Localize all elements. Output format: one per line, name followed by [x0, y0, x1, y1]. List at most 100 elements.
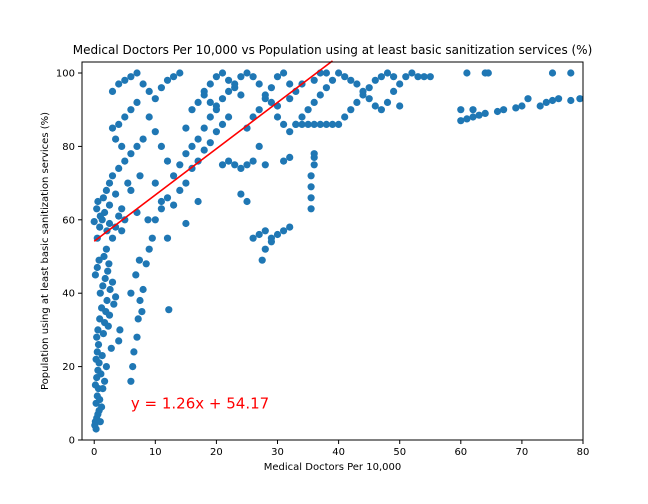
data-point — [200, 124, 208, 132]
data-point — [347, 76, 355, 84]
data-point — [135, 256, 143, 264]
data-point — [280, 120, 288, 128]
data-point — [94, 341, 103, 349]
data-point — [542, 98, 550, 106]
data-point — [108, 172, 117, 180]
data-point — [200, 146, 208, 154]
x-tick-label: 40 — [332, 447, 345, 458]
data-point — [194, 197, 202, 206]
data-point — [383, 98, 392, 106]
data-point — [243, 197, 251, 206]
data-point — [145, 113, 153, 121]
data-point — [110, 300, 118, 308]
data-point — [243, 161, 251, 169]
data-point — [93, 333, 101, 341]
data-point — [102, 186, 110, 194]
data-point — [118, 205, 126, 213]
data-point — [139, 135, 147, 143]
data-point — [273, 113, 282, 121]
data-point — [426, 73, 434, 81]
data-point — [107, 344, 115, 352]
data-point — [255, 230, 263, 239]
data-point — [347, 106, 355, 114]
data-point — [218, 69, 227, 77]
data-point — [286, 95, 294, 103]
data-point — [139, 80, 147, 88]
data-point — [316, 120, 324, 128]
data-point — [102, 363, 110, 371]
y-tick-label: 40 — [62, 289, 75, 300]
y-tick-label: 0 — [69, 436, 75, 447]
data-point — [112, 293, 120, 301]
data-point — [90, 218, 98, 226]
data-points — [90, 69, 584, 433]
data-point — [280, 157, 288, 165]
data-point — [101, 274, 109, 283]
data-point — [188, 142, 196, 150]
data-point — [457, 117, 465, 125]
data-point — [118, 142, 126, 150]
data-point — [182, 219, 190, 228]
data-point — [286, 153, 294, 161]
data-point — [243, 69, 251, 77]
data-point — [108, 234, 117, 242]
data-point — [98, 403, 106, 411]
data-point — [108, 278, 117, 286]
regression-line-group — [93, 60, 333, 242]
data-point — [130, 348, 138, 356]
chart-title: Medical Doctors Per 10,000 vs Population… — [73, 43, 593, 57]
data-point — [121, 76, 129, 84]
data-point — [103, 296, 111, 305]
data-point — [359, 87, 367, 95]
data-point — [493, 107, 502, 116]
data-point — [127, 73, 135, 81]
data-point — [176, 186, 184, 194]
data-point — [261, 227, 269, 235]
data-point — [286, 80, 294, 88]
data-point — [307, 194, 315, 202]
data-point — [112, 223, 120, 231]
data-point — [341, 113, 349, 121]
data-point — [165, 306, 173, 314]
data-point — [118, 227, 126, 235]
y-tick-label: 100 — [56, 69, 75, 80]
data-point — [371, 76, 379, 84]
data-point — [402, 73, 410, 81]
data-point — [261, 161, 269, 169]
data-point — [273, 73, 282, 81]
data-point — [194, 157, 202, 165]
data-point — [151, 179, 159, 187]
data-point — [218, 120, 227, 128]
data-point — [129, 363, 137, 371]
data-point — [99, 282, 107, 290]
data-point — [255, 80, 263, 88]
data-point — [310, 161, 318, 169]
data-point — [267, 238, 275, 246]
data-point — [134, 315, 142, 323]
plot-frame — [81, 61, 584, 441]
regression-line — [93, 60, 333, 242]
data-point — [98, 352, 106, 360]
data-point — [182, 124, 190, 132]
data-point — [194, 135, 202, 143]
data-point — [105, 201, 114, 209]
data-point — [96, 223, 104, 231]
data-point — [91, 421, 99, 429]
data-point — [408, 69, 416, 77]
data-point — [170, 73, 178, 81]
data-point — [151, 95, 159, 103]
x-axis-ticks: 0 10 20 30 40 50 60 70 80 — [91, 440, 589, 458]
data-point — [261, 91, 269, 99]
data-point — [115, 80, 123, 88]
data-point — [157, 84, 165, 92]
data-point — [249, 73, 257, 81]
data-point — [212, 128, 220, 136]
data-point — [206, 139, 214, 147]
data-point — [390, 87, 398, 95]
data-point — [106, 285, 114, 294]
data-point — [127, 289, 135, 297]
data-point — [267, 84, 275, 92]
data-point — [151, 128, 159, 136]
data-point — [93, 348, 101, 356]
data-point — [310, 98, 318, 106]
